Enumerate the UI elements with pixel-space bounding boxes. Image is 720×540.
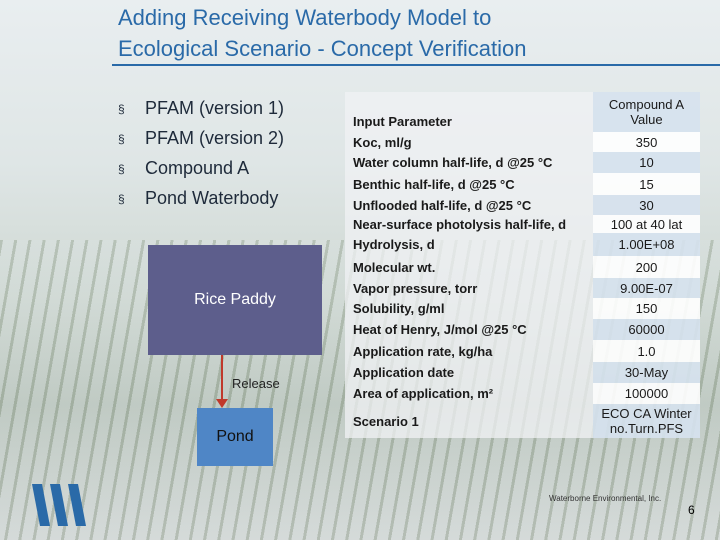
parameter-cell: Koc, ml/g <box>345 132 593 152</box>
table-row: Application rate, kg/ha 1.0 <box>345 340 700 362</box>
title-rule <box>112 64 720 66</box>
bullet-marker: § <box>118 191 125 206</box>
bullet-list: § PFAM (version 1) § PFAM (version 2) § Compo… <box>118 94 284 214</box>
arrow-label: Release <box>232 376 280 391</box>
parameter-cell: Area of application, m² <box>345 383 593 404</box>
box-label: Rice Paddy <box>194 291 276 308</box>
table-row: Benthic half-life, d @25 °C 15 <box>345 173 700 195</box>
box-label: Pond <box>216 428 254 445</box>
parameter-cell: Scenario 1 <box>345 404 593 438</box>
title-line: Ecological Scenario - Concept Verificati… <box>118 36 527 61</box>
logo-stroke <box>68 484 86 526</box>
value-cell: 100000 <box>593 383 700 404</box>
bullet-marker: § <box>118 131 125 146</box>
company-name: Waterborne Environmental, Inc. <box>549 494 662 503</box>
bullet-item: § Pond Waterbody <box>118 184 284 214</box>
value-cell: 350 <box>593 132 700 152</box>
parameter-cell: Benthic half-life, d @25 °C <box>345 173 593 195</box>
bullet-item: § PFAM (version 1) <box>118 94 284 124</box>
logo <box>32 484 86 526</box>
table-row: Vapor pressure, torr 9.00E-07 <box>345 278 700 298</box>
rice-paddy-box: Rice Paddy <box>148 245 322 355</box>
bullet-text: PFAM (version 1) <box>145 98 285 118</box>
logo-stroke <box>32 484 50 526</box>
value-cell: 30-May <box>593 362 700 383</box>
parameter-cell: Application rate, kg/ha <box>345 340 593 362</box>
value-cell: 1.00E+08 <box>593 233 700 256</box>
value-cell: 150 <box>593 298 700 319</box>
value-cell: 30 <box>593 195 700 215</box>
table-row: Area of application, m² 100000 <box>345 383 700 404</box>
parameter-cell: Hydrolysis, d <box>345 233 593 256</box>
title-line: Adding Receiving Waterbody Model to <box>118 5 492 30</box>
slide-title: Adding Receiving Waterbody Model to Ecol… <box>118 2 526 64</box>
value-cell: 200 <box>593 256 700 278</box>
value-cell: 9.00E-07 <box>593 278 700 298</box>
pond-box: Pond <box>197 408 273 466</box>
value-cell: 100 at 40 lat <box>593 215 700 233</box>
table-row: Water column half-life, d @25 °C 10 <box>345 152 700 173</box>
parameter-table: Input Parameter Compound A Value Koc, ml/g… <box>345 92 700 438</box>
page-number: 6 <box>688 503 695 517</box>
arrow-head <box>216 399 228 408</box>
table-row: Heat of Henry, J/mol @25 °C 60000 <box>345 319 700 340</box>
parameter-cell: Application date <box>345 362 593 383</box>
bullet-marker: § <box>118 161 125 176</box>
release-arrow <box>216 355 228 408</box>
table-row: Scenario 1 ECO CA Winter no.Turn.PFS <box>345 404 700 438</box>
parameter-cell: Near-surface photolysis half-life, d <box>345 215 593 233</box>
bullet-marker: § <box>118 101 125 116</box>
bullet-item: § Compound A <box>118 154 284 184</box>
value-cell: 1.0 <box>593 340 700 362</box>
value-cell: 15 <box>593 173 700 195</box>
table-row: Koc, ml/g 350 <box>345 132 700 152</box>
value-cell: 60000 <box>593 319 700 340</box>
value-cell: 10 <box>593 152 700 173</box>
table-row: Solubility, g/ml 150 <box>345 298 700 319</box>
bullet-text: Pond Waterbody <box>145 188 279 208</box>
value-cell: Compound A Value <box>593 92 700 132</box>
value-cell: ECO CA Winter no.Turn.PFS <box>593 404 700 438</box>
parameter-cell: Heat of Henry, J/mol @25 °C <box>345 319 593 340</box>
table-row: Molecular wt. 200 <box>345 256 700 278</box>
parameter-cell: Molecular wt. <box>345 256 593 278</box>
parameter-cell: Water column half-life, d @25 °C <box>345 152 593 173</box>
logo-stroke <box>50 484 68 526</box>
bullet-text: PFAM (version 2) <box>145 128 285 148</box>
table-row: Input Parameter Compound A Value <box>345 92 700 132</box>
parameter-cell: Vapor pressure, torr <box>345 278 593 298</box>
parameter-cell: Solubility, g/ml <box>345 298 593 319</box>
parameter-cell: Unflooded half-life, d @25 °C <box>345 195 593 215</box>
table-row: Near-surface photolysis half-life, d 100 … <box>345 215 700 233</box>
table-row: Hydrolysis, d 1.00E+08 <box>345 233 700 256</box>
table-row: Unflooded half-life, d @25 °C 30 <box>345 195 700 215</box>
bullet-item: § PFAM (version 2) <box>118 124 284 154</box>
table-row: Application date 30-May <box>345 362 700 383</box>
bullet-text: Compound A <box>145 158 250 178</box>
parameter-cell: Input Parameter <box>345 92 593 132</box>
